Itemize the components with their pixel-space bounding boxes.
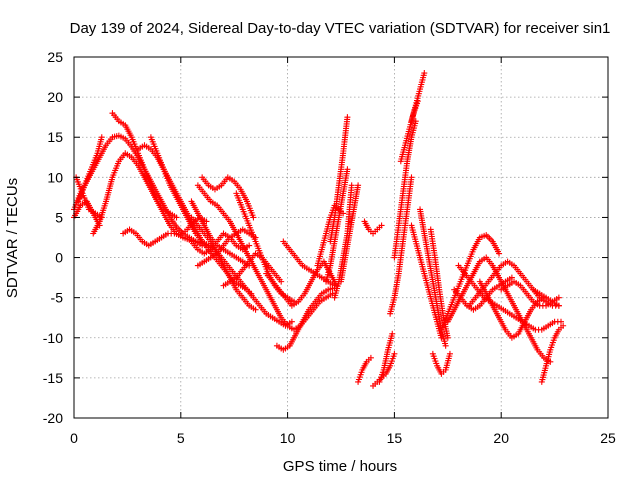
series-arc-35 bbox=[417, 206, 449, 349]
y-axis-label: SDTVAR / TECUs bbox=[4, 178, 21, 298]
x-tick-label: 5 bbox=[177, 430, 185, 446]
data-point bbox=[446, 350, 453, 357]
data-point bbox=[173, 214, 180, 221]
data-point bbox=[389, 330, 396, 337]
data-point bbox=[555, 302, 562, 309]
chart-title: Day 139 of 2024, Sidereal Day-to-day VTE… bbox=[70, 20, 611, 37]
data-point bbox=[252, 306, 259, 313]
y-tick-label: 0 bbox=[55, 250, 63, 266]
data-point bbox=[560, 322, 567, 329]
series-arc-37 bbox=[429, 350, 453, 377]
series-arc-26 bbox=[355, 354, 374, 385]
x-tick-label: 10 bbox=[280, 430, 296, 446]
series-arc-23 bbox=[327, 114, 351, 245]
data-point bbox=[555, 294, 562, 301]
y-tick-label: 25 bbox=[47, 49, 63, 65]
series-arc-41 bbox=[455, 262, 565, 333]
series-arc-43 bbox=[476, 278, 547, 341]
x-tick-label: 15 bbox=[387, 430, 403, 446]
series-arc-07 bbox=[120, 214, 210, 249]
y-tick-label: -10 bbox=[43, 330, 63, 346]
series-arc-22 bbox=[323, 166, 351, 285]
series-arc-19 bbox=[273, 285, 338, 353]
data-point bbox=[391, 350, 398, 357]
series-arc-31 bbox=[391, 118, 419, 261]
x-axis-label: GPS time / hours bbox=[283, 458, 397, 475]
data-point bbox=[278, 278, 285, 285]
series-arc-27 bbox=[361, 218, 385, 237]
data-point bbox=[348, 182, 355, 189]
y-tick-label: 10 bbox=[47, 169, 63, 185]
data-point bbox=[344, 114, 351, 121]
data-point bbox=[250, 214, 257, 221]
y-tick-label: 20 bbox=[47, 89, 63, 105]
y-tick-label: -20 bbox=[43, 410, 63, 426]
series-arc-34 bbox=[408, 222, 445, 341]
series-arc-30 bbox=[387, 174, 415, 317]
data-point bbox=[558, 318, 565, 325]
data-point bbox=[496, 250, 503, 257]
series-arc-46 bbox=[538, 322, 567, 385]
data-point bbox=[421, 70, 428, 77]
series-arc-16 bbox=[199, 174, 257, 221]
data-point bbox=[408, 174, 415, 181]
y-tick-label: -5 bbox=[51, 290, 64, 306]
y-tick-label: 15 bbox=[47, 129, 63, 145]
data-point bbox=[355, 182, 362, 189]
series-arc-25 bbox=[338, 182, 362, 285]
data-point bbox=[378, 222, 385, 229]
series-arc-02 bbox=[75, 134, 105, 205]
x-tick-label: 20 bbox=[493, 430, 509, 446]
y-tick-label: 5 bbox=[55, 209, 63, 225]
series-arc-20 bbox=[280, 238, 338, 289]
x-tick-label: 25 bbox=[600, 430, 616, 446]
data-point bbox=[288, 318, 295, 325]
series-arc-33 bbox=[408, 70, 428, 125]
axis-ticks: 0 5 10 15 20 25 -20 -15 -10 -5 0 5 10 15 20 25 bbox=[43, 49, 616, 446]
data-point bbox=[344, 166, 351, 173]
series-arc-21 bbox=[314, 202, 347, 269]
data-point bbox=[98, 134, 105, 141]
data-point bbox=[246, 242, 253, 249]
data-points bbox=[71, 70, 567, 389]
data-point bbox=[508, 274, 515, 281]
x-tick-label: 0 bbox=[70, 430, 78, 446]
y-tick-label: -15 bbox=[43, 370, 63, 386]
series-arc-45 bbox=[530, 286, 562, 309]
data-point bbox=[442, 342, 449, 349]
grid-lines bbox=[74, 57, 608, 418]
plot-frame bbox=[73, 56, 609, 419]
data-point bbox=[444, 334, 451, 341]
series-arc-18 bbox=[263, 258, 340, 309]
series-arc-29 bbox=[376, 330, 396, 385]
data-point bbox=[367, 354, 374, 361]
series-arc-14 bbox=[194, 226, 259, 269]
